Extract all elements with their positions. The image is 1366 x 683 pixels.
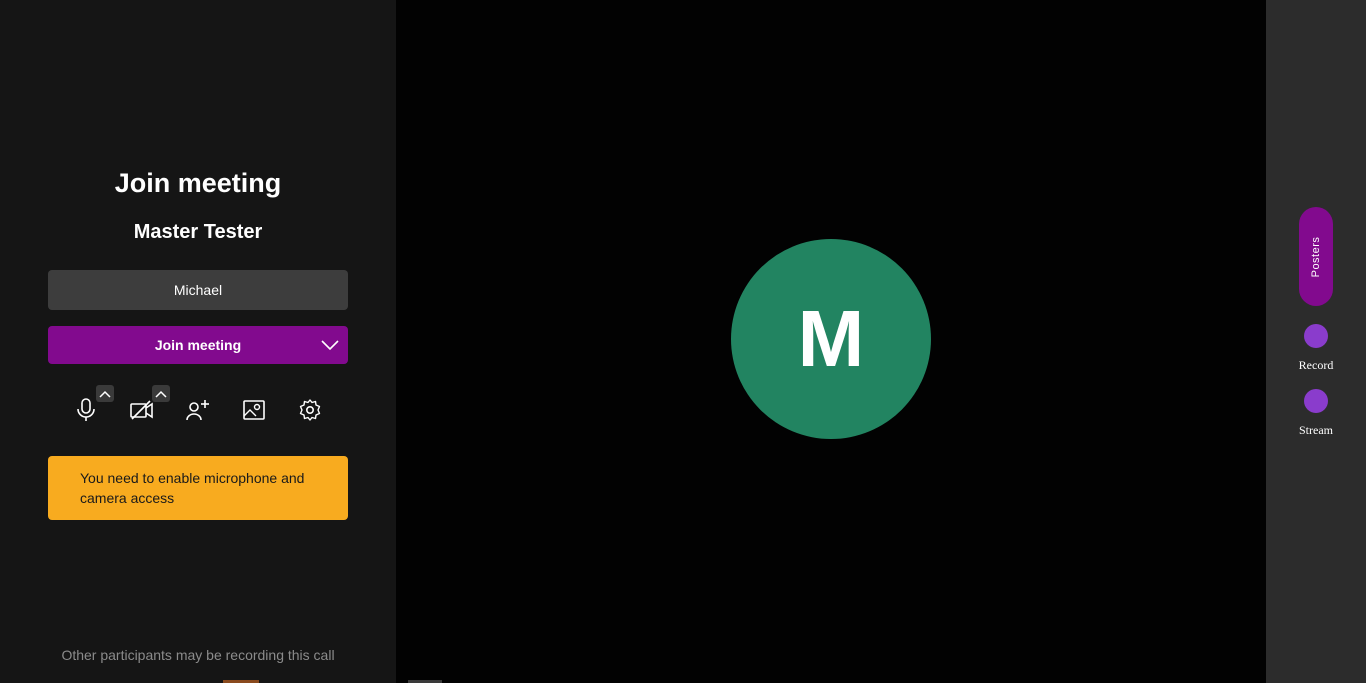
recording-notice: Other participants may be recording this… (61, 647, 335, 663)
display-name-input[interactable] (48, 270, 348, 310)
settings-button[interactable] (296, 398, 324, 426)
stream-label: Stream (1299, 423, 1333, 437)
join-meeting-button-label: Join meeting (154, 337, 242, 353)
background-button[interactable] (240, 398, 268, 426)
microphone-button[interactable] (72, 397, 100, 428)
right-rail: Posters Record Stream (1266, 0, 1366, 683)
video-preview: M (396, 0, 1266, 683)
background-image-icon (242, 399, 266, 426)
join-panel: Join meeting Master Tester Join meeting (0, 0, 396, 683)
record-label: Record (1298, 358, 1334, 372)
microphone-icon (75, 397, 97, 428)
join-options-chevron-down-icon[interactable] (320, 335, 340, 355)
add-participant-button[interactable] (184, 398, 212, 426)
add-participant-icon (185, 398, 211, 427)
avatar: M (731, 239, 931, 439)
meeting-name: Master Tester (133, 221, 263, 243)
camera-options-chevron-up-icon[interactable] (152, 385, 170, 402)
settings-gear-icon (298, 398, 322, 427)
permission-warning: You need to enable microphone and camera… (48, 456, 348, 520)
video-bottom-indicator (408, 680, 442, 683)
stream-button[interactable] (1304, 389, 1328, 413)
camera-off-icon (129, 399, 155, 426)
posters-label: Posters (1310, 236, 1322, 277)
microphone-options-chevron-up-icon[interactable] (96, 385, 114, 402)
record-button[interactable] (1304, 324, 1328, 348)
posters-button[interactable]: Posters (1299, 207, 1333, 306)
page-title: Join meeting (114, 168, 282, 198)
camera-button[interactable] (128, 398, 156, 426)
join-meeting-button[interactable]: Join meeting (48, 326, 348, 364)
bottom-indicator (223, 680, 259, 683)
